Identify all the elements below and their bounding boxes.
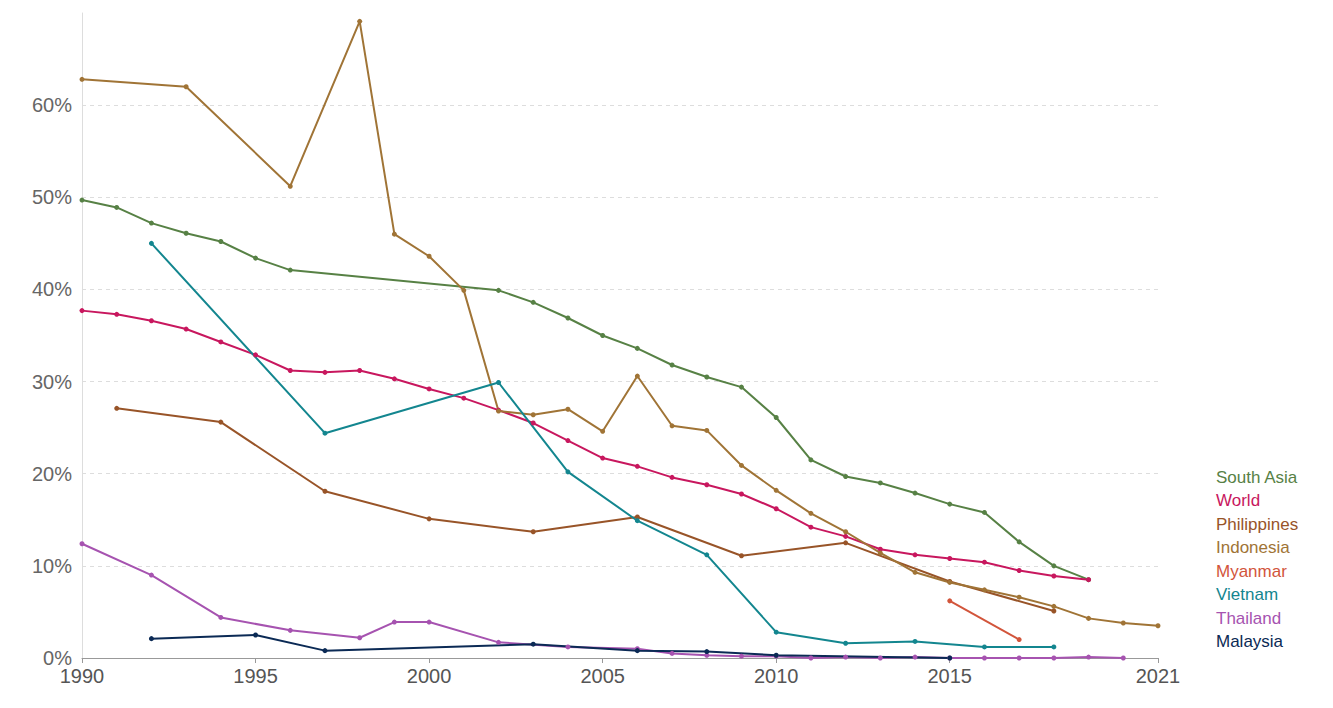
svg-text:2015: 2015 — [927, 665, 972, 687]
svg-text:60%: 60% — [32, 94, 72, 116]
svg-text:Thailand: Thailand — [1216, 609, 1281, 628]
svg-text:South Asia: South Asia — [1216, 468, 1298, 487]
svg-text:2005: 2005 — [580, 665, 625, 687]
svg-text:1990: 1990 — [60, 665, 105, 687]
svg-text:20%: 20% — [32, 463, 72, 485]
svg-text:Vietnam: Vietnam — [1216, 585, 1278, 604]
svg-text:0%: 0% — [43, 647, 72, 669]
svg-text:Indonesia: Indonesia — [1216, 538, 1290, 557]
svg-text:10%: 10% — [32, 555, 72, 577]
svg-text:40%: 40% — [32, 278, 72, 300]
svg-text:2021: 2021 — [1136, 665, 1181, 687]
svg-text:Philippines: Philippines — [1216, 515, 1298, 534]
svg-text:World: World — [1216, 491, 1260, 510]
svg-text:2010: 2010 — [754, 665, 799, 687]
svg-text:1995: 1995 — [233, 665, 278, 687]
svg-text:Myanmar: Myanmar — [1216, 562, 1287, 581]
svg-text:2000: 2000 — [407, 665, 452, 687]
svg-text:30%: 30% — [32, 371, 72, 393]
svg-text:50%: 50% — [32, 186, 72, 208]
svg-text:Malaysia: Malaysia — [1216, 632, 1284, 651]
